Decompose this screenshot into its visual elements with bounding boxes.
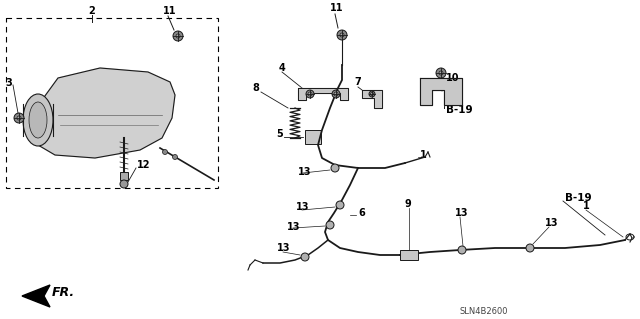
Text: 13: 13: [298, 167, 312, 177]
Ellipse shape: [29, 102, 47, 138]
Circle shape: [173, 31, 183, 41]
Circle shape: [308, 92, 312, 96]
Circle shape: [331, 164, 339, 172]
Circle shape: [336, 201, 344, 209]
Circle shape: [340, 33, 344, 37]
Circle shape: [17, 116, 21, 120]
Polygon shape: [362, 90, 382, 108]
Text: 8: 8: [253, 83, 259, 93]
Text: 11: 11: [163, 6, 177, 16]
Circle shape: [526, 244, 534, 252]
Text: 1: 1: [583, 201, 589, 211]
Bar: [120, 172, 128, 180]
Text: B-19: B-19: [446, 105, 472, 115]
Circle shape: [332, 90, 340, 98]
Text: 13: 13: [287, 222, 301, 232]
Text: 13: 13: [277, 243, 291, 253]
Text: B-19: B-19: [565, 193, 591, 203]
Circle shape: [301, 253, 309, 261]
Circle shape: [173, 154, 177, 160]
Polygon shape: [22, 285, 50, 307]
Circle shape: [306, 90, 314, 98]
Circle shape: [436, 68, 446, 78]
Text: 13: 13: [545, 218, 559, 228]
Polygon shape: [38, 68, 175, 158]
Polygon shape: [420, 78, 462, 105]
Circle shape: [337, 30, 347, 40]
Text: 2: 2: [88, 6, 95, 16]
Text: SLN4B2600: SLN4B2600: [460, 308, 509, 316]
Text: 13: 13: [455, 208, 468, 218]
Text: 4: 4: [278, 63, 285, 73]
Text: 7: 7: [355, 77, 362, 87]
Text: 12: 12: [137, 160, 150, 170]
Text: FR.: FR.: [52, 286, 75, 300]
Text: 1: 1: [420, 150, 427, 160]
Circle shape: [334, 92, 338, 96]
Text: 13: 13: [296, 202, 310, 212]
Circle shape: [176, 34, 180, 38]
Circle shape: [439, 71, 443, 75]
Bar: [400, 250, 418, 260]
Text: 3: 3: [6, 78, 12, 88]
Circle shape: [371, 93, 374, 95]
Circle shape: [14, 113, 24, 123]
Text: 9: 9: [404, 199, 412, 209]
Polygon shape: [298, 88, 348, 100]
Circle shape: [369, 91, 375, 97]
Text: 11: 11: [330, 3, 344, 13]
Circle shape: [120, 180, 128, 188]
Text: 5: 5: [276, 129, 284, 139]
Bar: [305, 130, 321, 144]
Text: 6: 6: [358, 208, 365, 218]
Circle shape: [326, 221, 334, 229]
Circle shape: [458, 246, 466, 254]
Text: 10: 10: [446, 73, 460, 83]
Bar: [6, 18, 218, 188]
Circle shape: [163, 150, 168, 154]
Ellipse shape: [23, 94, 53, 146]
